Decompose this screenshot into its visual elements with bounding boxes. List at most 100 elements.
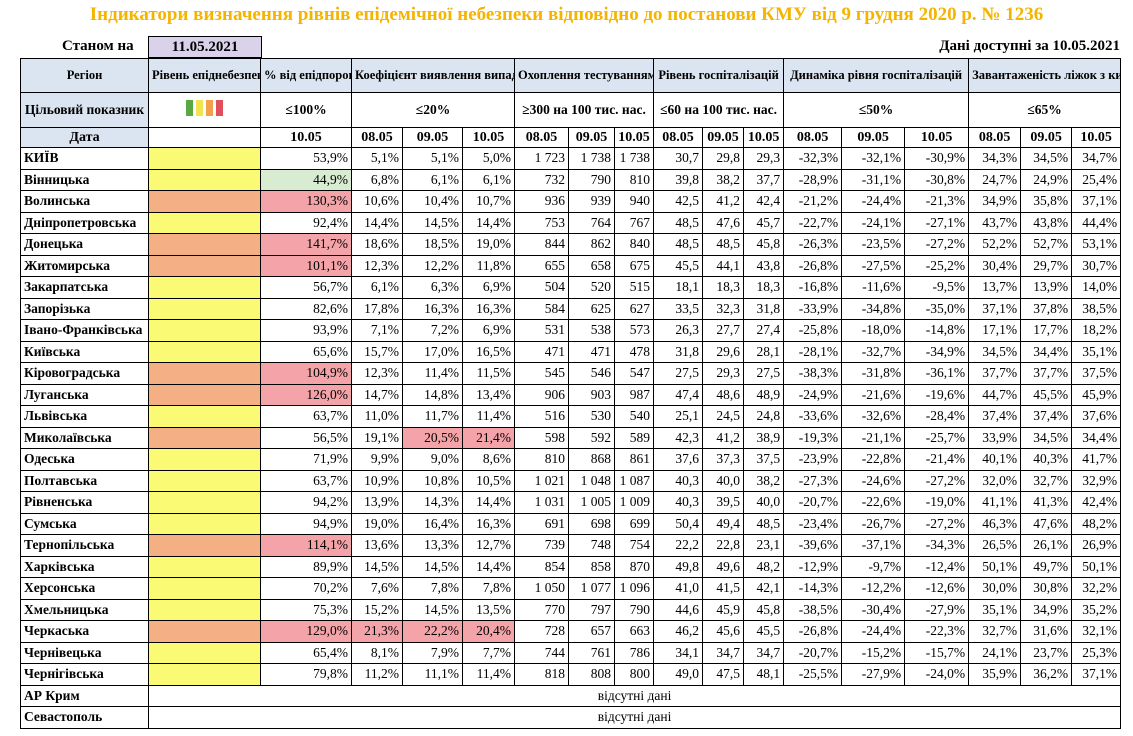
target-coef: ≤20% [350,92,516,128]
coef-value: 14,5% [402,211,463,234]
coef-value: 11,8% [461,254,516,277]
beds-value: 29,7% [1020,254,1073,277]
dyn-value: -33,6% [783,405,843,428]
dyn-value: -31,1% [841,168,906,191]
dyn-value: -25,8% [783,319,843,342]
dyn-value: -21,4% [904,448,970,471]
dyn-value: -27,9% [904,598,970,621]
beds-value: 53,1% [1071,233,1122,256]
test-value: 840 [614,233,655,256]
coef-value: 7,9% [402,641,463,664]
table-row: Чернівецька 65,4% 8,1% 7,9% 7,7% 744 761 786 34,… [20,641,1122,664]
coef-value: 6,9% [461,276,516,299]
test-value: 770 [514,598,570,621]
hosp-value: 29,8 [702,147,745,170]
pct-of-threshold: 63,7% [260,405,352,428]
coef-value: 13,9% [351,491,403,514]
dyn-value: -23,4% [783,512,843,535]
hosp-value: 48,6 [702,383,745,406]
coef-value: 16,3% [402,297,463,320]
test-value: 1 050 [514,577,570,600]
test-value: 797 [568,598,616,621]
dyn-value: -30,9% [904,147,970,170]
beds-value: 37,4% [1020,405,1073,428]
table-row: Севастополь відсутні дані [20,706,1122,729]
hosp-value: 50,4 [653,512,704,535]
hosp-value: 31,8 [743,297,785,320]
beds-value: 30,8% [1020,577,1073,600]
hosp-value: 26,3 [653,319,704,342]
level-indicator [148,233,261,256]
date-test-2: 09.05 [568,127,616,148]
test-value: 790 [614,598,655,621]
region-name: Полтавська [20,469,149,492]
table-row: Кіровоградська 104,9% 12,3% 11,4% 11,5% 545 54… [20,362,1122,385]
coef-value: 11,4% [402,362,463,385]
region-name: Київська [20,340,149,363]
date-coef-1: 08.05 [351,127,403,148]
beds-value: 42,4% [1071,491,1122,514]
coef-value: 6,9% [461,319,516,342]
level-indicator [148,276,261,299]
level-indicator [148,555,261,578]
dyn-value: -22,6% [841,491,906,514]
test-value: 861 [614,448,655,471]
pct-of-threshold: 101,1% [260,254,352,277]
level-indicator [148,340,261,363]
coef-value: 9,0% [402,448,463,471]
test-value: 675 [614,254,655,277]
hosp-value: 45,7 [743,211,785,234]
hosp-value: 40,3 [653,469,704,492]
hosp-value: 45,6 [702,620,745,643]
dyn-value: -12,9% [783,555,843,578]
level-swatch [186,100,193,116]
coef-value: 11,5% [461,362,516,385]
pct-of-threshold: 93,9% [260,319,352,342]
hosp-value: 23,1 [743,534,785,557]
dyn-value: -21,3% [904,190,970,213]
pct-of-threshold: 56,7% [260,276,352,299]
level-indicator [148,254,261,277]
test-value: 903 [568,383,616,406]
hosp-value: 38,2 [743,469,785,492]
test-value: 764 [568,211,616,234]
coef-value: 16,4% [402,512,463,535]
beds-value: 35,9% [968,663,1022,686]
hosp-value: 42,1 [743,577,785,600]
table-row: Запорізька 82,6% 17,8% 16,3% 16,3% 584 625 627 3… [20,297,1122,320]
pct-of-threshold: 70,2% [260,577,352,600]
dyn-value: -27,1% [904,211,970,234]
coef-value: 14,4% [461,555,516,578]
beds-value: 34,5% [1020,426,1073,449]
table-row: Київська 65,6% 15,7% 17,0% 16,5% 471 471 478 31,… [20,340,1122,363]
test-value: 1 021 [514,469,570,492]
test-value: 940 [614,190,655,213]
hosp-value: 48,1 [743,663,785,686]
pct-of-threshold: 65,6% [260,340,352,363]
coef-value: 18,5% [402,233,463,256]
test-value: 657 [568,620,616,643]
hosp-value: 45,8 [743,598,785,621]
coef-value: 5,1% [402,147,463,170]
test-value: 728 [514,620,570,643]
hosp-value: 47,5 [702,663,745,686]
hosp-value: 48,2 [743,555,785,578]
hosp-value: 27,7 [702,319,745,342]
coef-value: 7,1% [351,319,403,342]
beds-value: 37,7% [1020,362,1073,385]
date-dyn-2: 09.05 [841,127,906,148]
dyn-value: -21,2% [783,190,843,213]
region-name: Івано-Франківська [20,319,149,342]
hosp-value: 40,0 [702,469,745,492]
date-level-empty [148,127,261,148]
hosp-value: 41,0 [653,577,704,600]
test-value: 1 738 [568,147,616,170]
hosp-value: 27,4 [743,319,785,342]
dyn-value: -24,0% [904,663,970,686]
table-row: Черкаська 129,0% 21,3% 22,2% 20,4% 728 657 663 4… [20,620,1122,643]
dyn-value: -9,7% [841,555,906,578]
level-swatches [185,100,225,120]
date-dyn-1: 08.05 [783,127,843,148]
table-row: Чернігівська 79,8% 11,2% 11,1% 11,4% 818 808 80… [20,663,1122,686]
test-value: 748 [568,534,616,557]
